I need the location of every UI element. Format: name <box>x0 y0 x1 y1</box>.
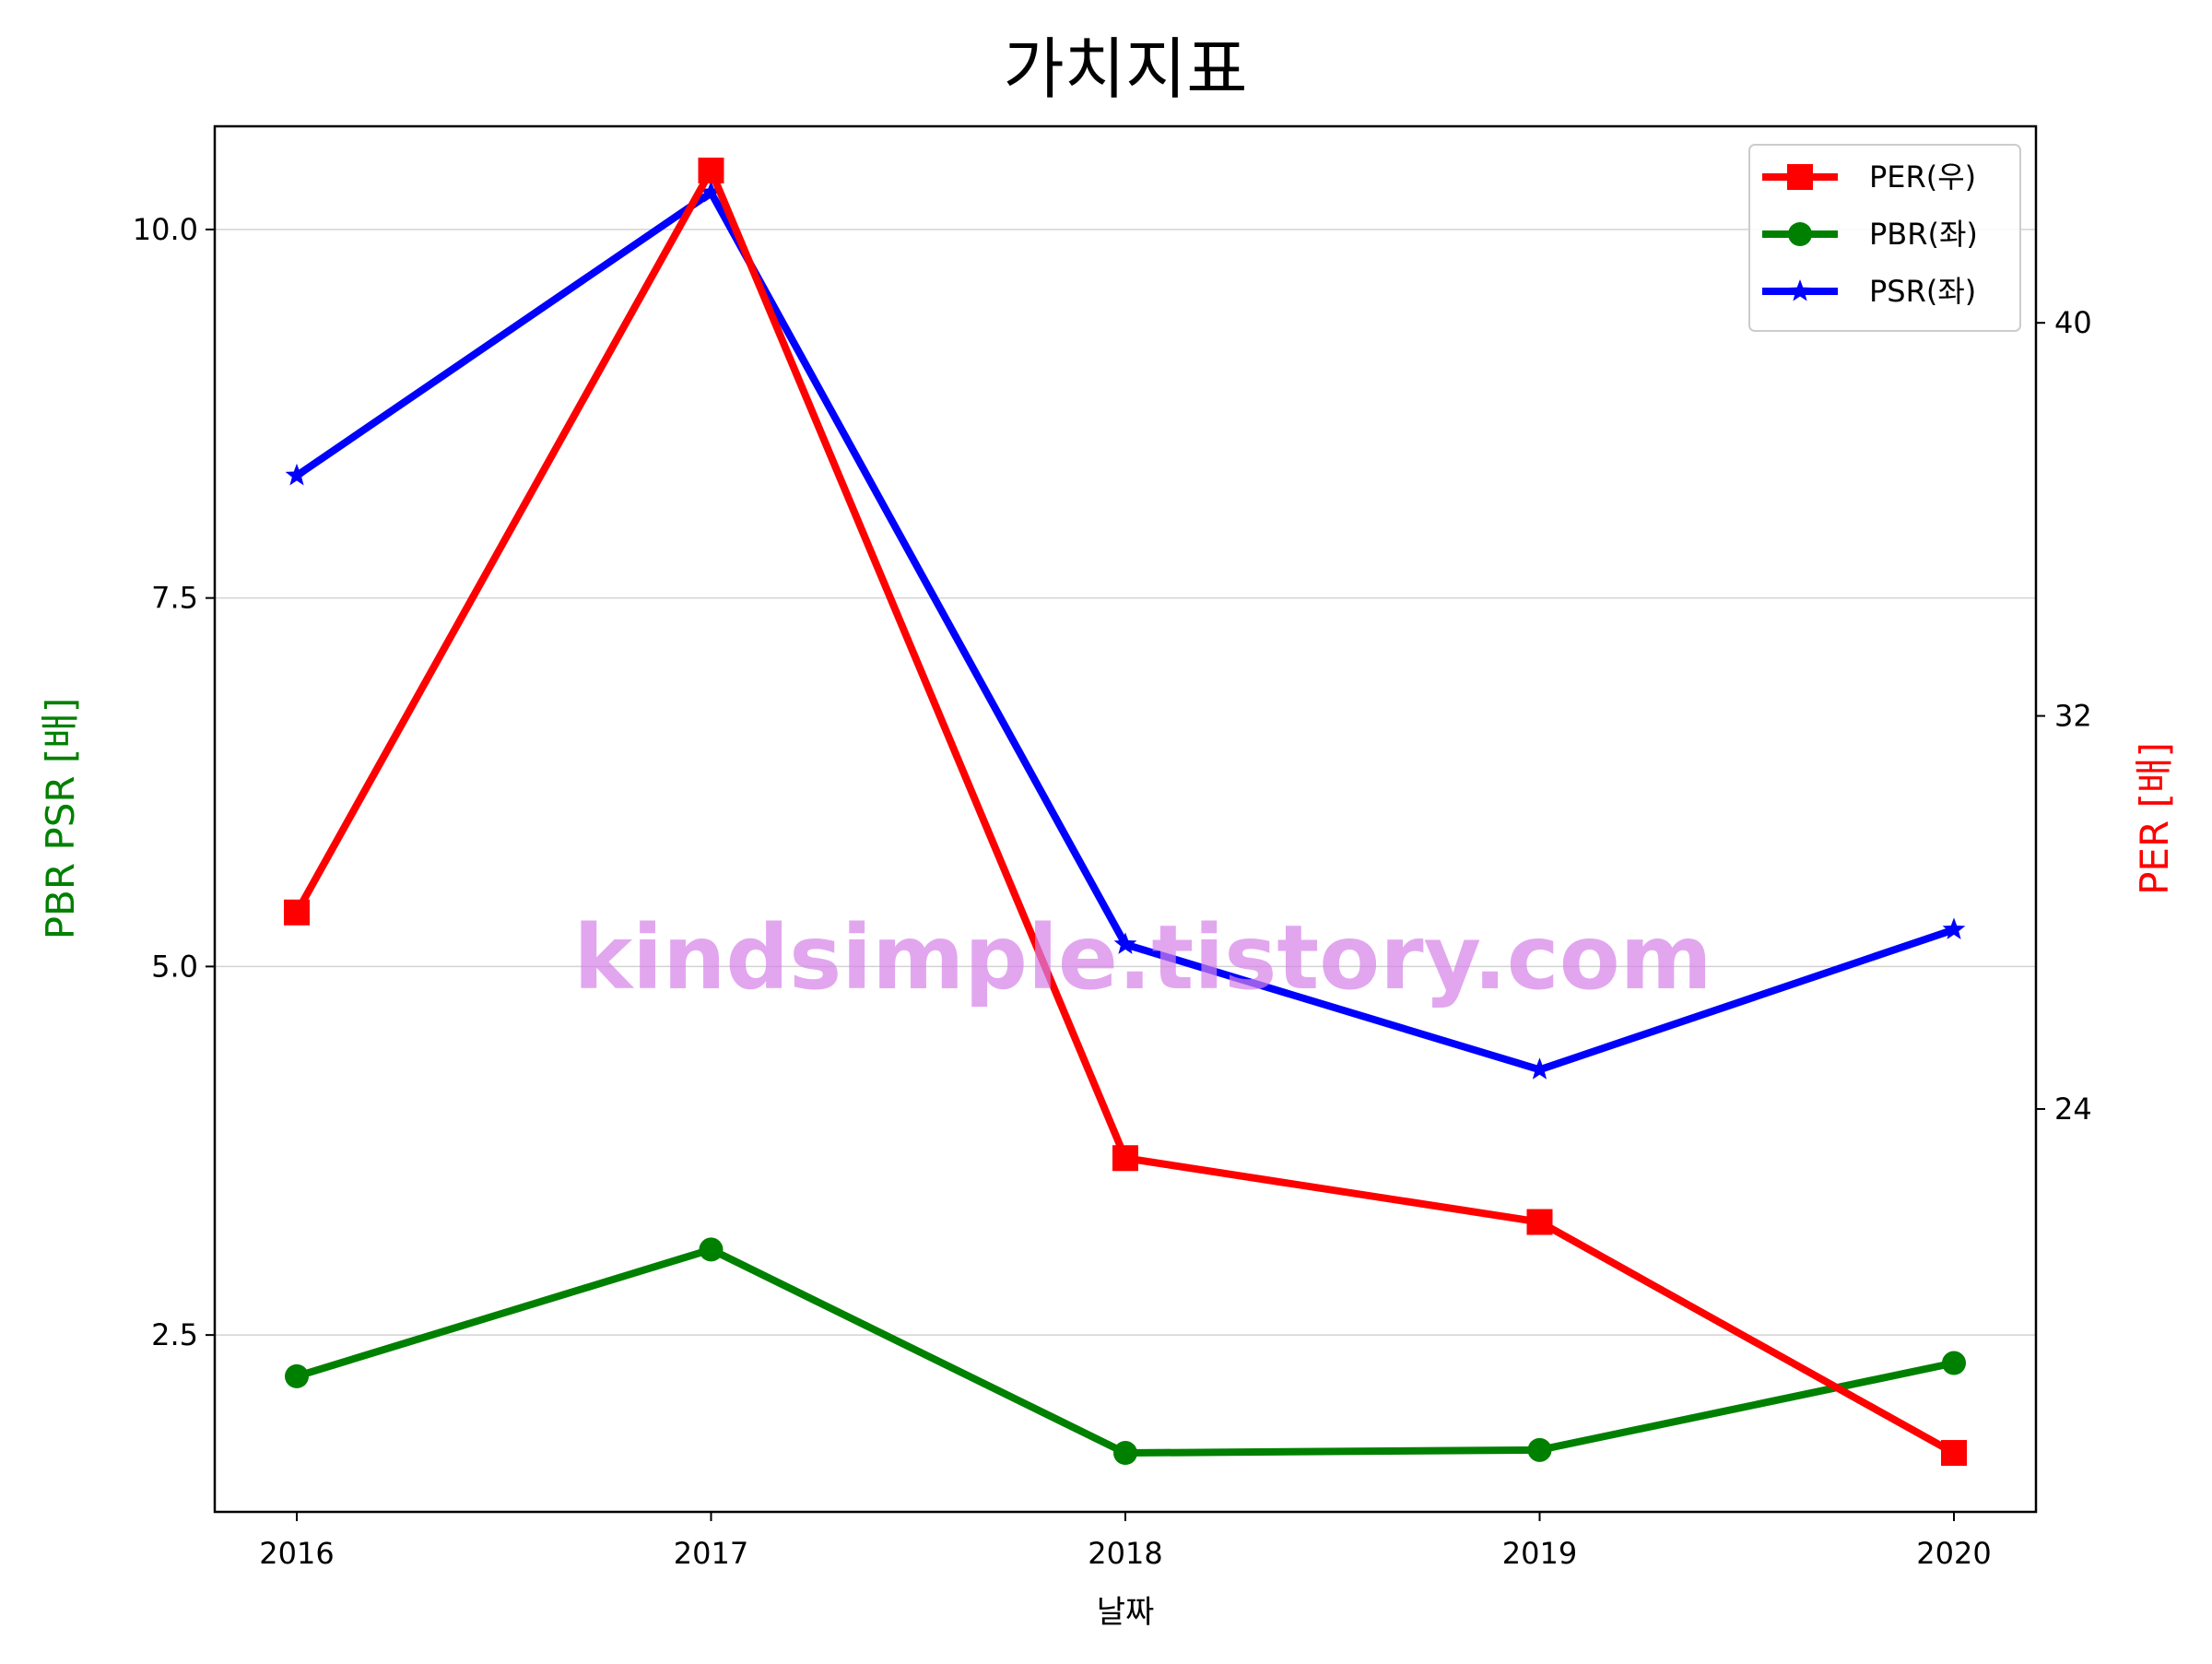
right-y-tick-label: 24 <box>2054 1092 2092 1127</box>
data-point <box>699 1237 724 1262</box>
legend-label: PBR(좌) <box>1869 217 1978 252</box>
left-y-tick-label: 2.5 <box>151 1317 198 1352</box>
chart-title: 가치지표 <box>1004 30 1248 108</box>
series-star <box>285 181 1966 1080</box>
data-point <box>285 463 309 486</box>
x-axis-label: 날짜 <box>1097 1594 1155 1631</box>
data-point <box>1941 1440 1967 1467</box>
series-square <box>284 157 1967 1467</box>
data-point <box>698 157 724 183</box>
legend: PER(우) PBR(좌) PSR(좌) <box>1748 144 2021 332</box>
data-point <box>285 1363 309 1388</box>
data-point <box>1526 1209 1553 1235</box>
left-y-tick-label: 10.0 <box>133 212 198 247</box>
legend-item: PSR(좌) <box>1762 274 1976 309</box>
legend-label: PSR(좌) <box>1869 274 1976 309</box>
left-y-axis-ticks: 2.5 5.0 7.5 10.0 <box>133 212 215 1352</box>
data-point <box>1113 1441 1137 1466</box>
series-circle <box>285 1237 1966 1466</box>
data-point <box>1113 932 1137 954</box>
data-point <box>700 181 723 203</box>
legend-swatch-marker <box>1788 222 1812 246</box>
gridlines <box>215 229 2036 1336</box>
legend-item: PBR(좌) <box>1762 217 1978 252</box>
x-tick-label: 2016 <box>259 1536 334 1571</box>
right-y-axis-ticks: 24 32 40 <box>2036 305 2092 1127</box>
legend-item: PER(우) <box>1762 159 1976 195</box>
right-y-tick-label: 40 <box>2054 305 2092 340</box>
x-tick-label: 2019 <box>1502 1536 1577 1571</box>
legend-swatch-marker <box>1787 164 1813 190</box>
series-layer <box>284 157 1967 1467</box>
data-point <box>1942 917 1966 939</box>
left-y-tick-label: 7.5 <box>151 581 198 616</box>
left-y-tick-label: 5.0 <box>151 949 198 984</box>
plot-frame <box>213 124 2038 1514</box>
legend-label: PER(우) <box>1869 159 1976 195</box>
right-y-axis-label: PER [배] <box>2132 742 2177 895</box>
data-point <box>284 899 310 926</box>
x-tick-label: 2020 <box>1916 1536 1991 1571</box>
data-point <box>1112 1145 1138 1172</box>
legend-swatch-marker <box>1788 279 1812 301</box>
data-point <box>1527 1437 1552 1462</box>
x-axis-ticks: 2016 2017 2018 2019 2020 <box>259 1512 1992 1571</box>
left-y-axis-label: PBR PSR [배] <box>38 698 83 940</box>
x-tick-label: 2018 <box>1088 1536 1162 1571</box>
data-point <box>1528 1057 1551 1080</box>
right-y-tick-label: 32 <box>2054 699 2092 734</box>
data-point <box>1942 1351 1966 1375</box>
watermark: kindsimple.tistory.com <box>573 906 1712 1009</box>
legend-box <box>1748 144 2021 332</box>
x-tick-label: 2017 <box>674 1536 748 1571</box>
